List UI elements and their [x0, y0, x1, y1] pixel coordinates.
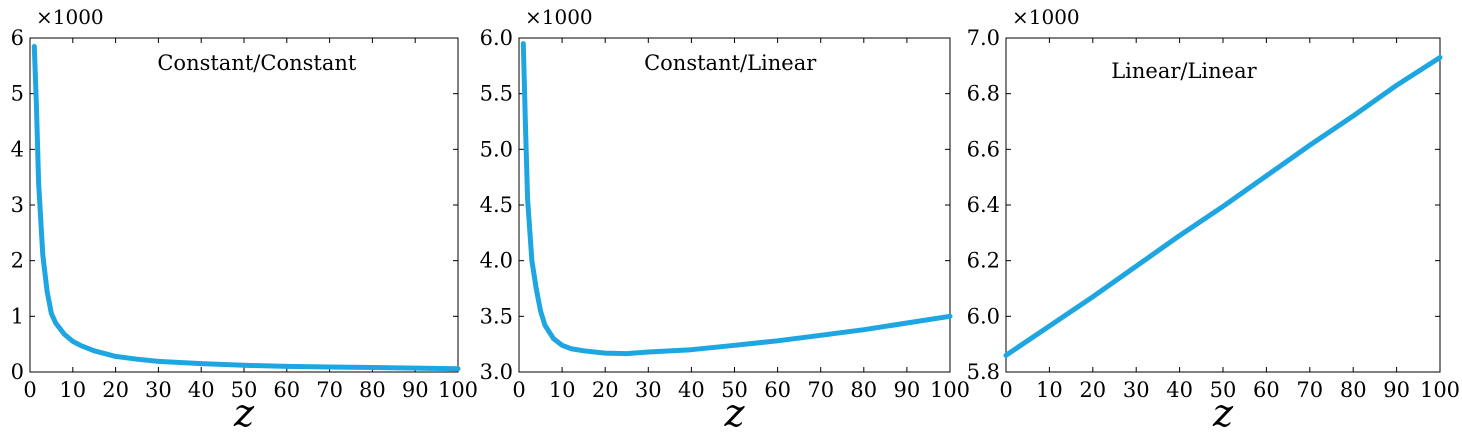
x-tick-label: 20: [1079, 378, 1106, 402]
x-tick-label: 80: [850, 378, 877, 402]
x-tick-label: 40: [678, 378, 705, 402]
y-tick-label: 6.2: [967, 249, 1000, 273]
y-multiplier-label: ×1000: [1012, 5, 1080, 29]
x-tick-label: 0: [512, 378, 525, 402]
x-tick-label: 70: [316, 378, 343, 402]
x-tick-label: 0: [999, 378, 1012, 402]
y-tick-label: 5: [11, 82, 24, 106]
chart-title: Constant/Constant: [157, 51, 357, 75]
x-tick-label: 20: [592, 378, 619, 402]
y-tick-label: 5.0: [480, 137, 513, 161]
series-line-1: [31, 43, 461, 372]
y-tick-label: 1: [11, 304, 24, 328]
chart-panel-1: 0 10 20 30 40 50 60 70 80 90 100 0 1 2 3 4 5 6 ×1000 Consta…: [11, 5, 478, 435]
y-tick-label: 3: [11, 193, 24, 217]
y-tick-label: 5.5: [480, 82, 513, 106]
x-tick-label: 40: [188, 378, 215, 402]
x-tick-label: 40: [1166, 378, 1193, 402]
y-tick-label: 0: [11, 360, 24, 384]
y-tick-label: 3.0: [480, 360, 513, 384]
series-line-1: [1003, 55, 1443, 358]
x-tick-label: 30: [145, 378, 172, 402]
x-tick-label: 60: [273, 378, 300, 402]
x-tick-label: 70: [807, 378, 834, 402]
plot-frame: [29, 37, 459, 373]
x-tick-label: 30: [1123, 378, 1150, 402]
y-tick-label: 6.8: [967, 82, 1000, 106]
x-tick-label: 30: [635, 378, 662, 402]
chart-title: Constant/Linear: [644, 51, 817, 75]
y-multiplier-label: ×1000: [36, 5, 104, 29]
x-axis-label: z: [1212, 391, 1234, 435]
x-tick-label: 100: [930, 378, 970, 402]
x-axis-label: z: [723, 391, 745, 435]
x-tick-label: 60: [764, 378, 791, 402]
plot-frame: [518, 37, 951, 373]
y-tick-label: 6.0: [967, 304, 1000, 328]
x-tick-label: 90: [1383, 378, 1410, 402]
x-tick-label: 60: [1253, 378, 1280, 402]
y-tick-label: 4.5: [480, 193, 513, 217]
y-tick-label: 6.4: [967, 193, 1000, 217]
y-tick-label: 7.0: [967, 26, 1000, 50]
x-tick-label: 50: [721, 378, 748, 402]
y-tick-label: 6.6: [967, 137, 1000, 161]
x-tick-label: 90: [894, 378, 921, 402]
series-line-1: [520, 41, 953, 357]
y-tick-label: 4.0: [480, 249, 513, 273]
x-tick-label: 10: [549, 378, 576, 402]
x-tick-label: 20: [102, 378, 129, 402]
x-axis-label: z: [233, 391, 255, 435]
chart-panel-3: 0 10 20 30 40 50 60 70 80 90 100 5.8 6.0 6.2 6.4 6.6 6.8…: [967, 5, 1460, 435]
chart-title: Linear/Linear: [1111, 59, 1257, 83]
x-tick-label: 0: [23, 378, 36, 402]
x-tick-label: 80: [1340, 378, 1367, 402]
x-tick-label: 10: [1036, 378, 1063, 402]
x-tick-label: 80: [359, 378, 386, 402]
y-tick-label: 6.0: [480, 26, 513, 50]
y-tick-label: 6: [11, 26, 24, 50]
y-tick-label: 5.8: [967, 360, 1000, 384]
x-tick-label: 70: [1296, 378, 1323, 402]
x-tick-label: 100: [438, 378, 478, 402]
x-tick-label: 90: [402, 378, 429, 402]
y-multiplier-label: ×1000: [525, 5, 593, 29]
y-tick-label: 2: [11, 249, 24, 273]
x-tick-label: 50: [231, 378, 258, 402]
x-tick-label: 50: [1210, 378, 1237, 402]
y-tick-label: 4: [11, 137, 24, 161]
y-tick-label: 3.5: [480, 304, 513, 328]
x-tick-label: 100: [1420, 378, 1460, 402]
chart-panel-2: 0 10 20 30 40 50 60 70 80 90 100 3.0 3.5 4.0 4.5 5.0 5.5…: [480, 5, 970, 435]
x-tick-label: 10: [59, 378, 86, 402]
